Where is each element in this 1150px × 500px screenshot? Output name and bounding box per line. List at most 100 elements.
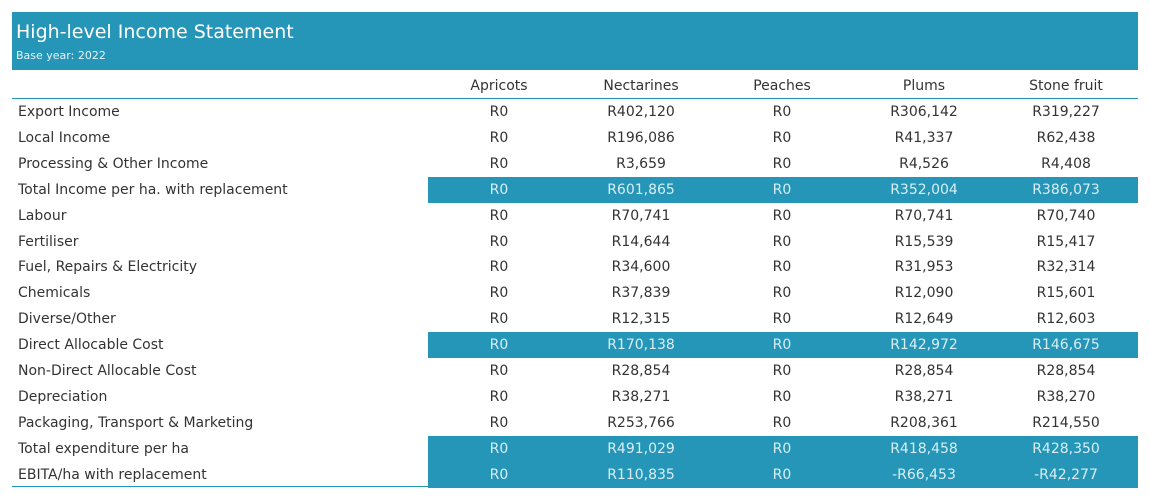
value-cell[interactable]: R4,408 xyxy=(1041,155,1091,172)
row-label: Total Income per ha. with replacement xyxy=(18,181,288,198)
value-cell[interactable]: R0 xyxy=(489,388,509,405)
value-cell[interactable]: R0 xyxy=(772,259,792,276)
column-header-stone-fruit[interactable]: Stone fruit xyxy=(1029,78,1103,94)
value-cell[interactable]: R70,741 xyxy=(894,207,954,224)
value-cell[interactable]: R0 xyxy=(772,440,792,457)
value-cell[interactable]: R28,854 xyxy=(611,363,671,379)
table-row[interactable]: Packaging, Transport & Marketing R0 R253,7… xyxy=(12,410,1138,436)
value-cell[interactable]: R253,766 xyxy=(607,414,675,431)
value-cell[interactable]: R0 xyxy=(772,233,792,250)
table-row[interactable]: Direct Allocable Cost R0 R170,138 R0 R142,97… xyxy=(12,332,1138,359)
value-cell[interactable]: R41,337 xyxy=(894,129,954,146)
value-cell[interactable]: R12,603 xyxy=(1036,311,1096,328)
value-cell[interactable]: -R66,453 xyxy=(892,466,956,483)
table-row[interactable]: Local Income R0 R196,086 R0 R41,337 R62,438 xyxy=(12,125,1138,151)
value-cell[interactable]: R0 xyxy=(489,337,509,354)
table-row[interactable]: Total Income per ha. with replacement R0 R… xyxy=(12,176,1138,203)
value-cell[interactable]: R0 xyxy=(772,207,792,224)
value-cell[interactable]: R601,865 xyxy=(607,181,675,198)
value-cell[interactable]: R0 xyxy=(489,155,509,172)
value-cell[interactable]: R38,271 xyxy=(894,388,954,405)
table-row[interactable]: Diverse/Other R0 R12,315 R0 R12,649 R12,603 xyxy=(12,306,1138,332)
value-cell[interactable]: R352,004 xyxy=(890,181,958,198)
value-cell[interactable]: R12,315 xyxy=(611,311,671,328)
column-header-plums[interactable]: Plums xyxy=(902,78,946,94)
value-cell[interactable]: R0 xyxy=(772,414,792,431)
title-banner: High-level Income Statement Base year: 2… xyxy=(12,12,1138,70)
value-cell[interactable]: R319,227 xyxy=(1032,104,1100,120)
row-label: Export Income xyxy=(18,104,120,120)
column-header-peaches[interactable]: Peaches xyxy=(753,78,811,94)
value-cell[interactable]: R0 xyxy=(489,181,509,198)
value-cell[interactable]: R34,600 xyxy=(611,259,671,276)
table-row[interactable]: Chemicals R0 R37,839 R0 R12,090 R15,601 xyxy=(12,280,1138,306)
value-cell[interactable]: R15,539 xyxy=(894,233,954,250)
value-cell[interactable]: R0 xyxy=(489,207,509,224)
value-cell[interactable]: R37,839 xyxy=(611,285,671,302)
value-cell[interactable]: R0 xyxy=(772,311,792,328)
value-cell[interactable]: R4,526 xyxy=(899,155,949,172)
value-cell[interactable]: R70,741 xyxy=(611,207,671,224)
table-row[interactable]: Export Income R0 R402,120 R0 R306,142 R319,22… xyxy=(12,99,1138,125)
value-cell[interactable]: R12,090 xyxy=(894,285,954,302)
value-cell[interactable]: R0 xyxy=(489,363,509,379)
value-cell[interactable]: R0 xyxy=(772,337,792,354)
value-cell[interactable]: R0 xyxy=(489,129,509,146)
table-row[interactable]: EBITA/ha with replacement R0 R110,835 R0 -R6… xyxy=(12,461,1138,488)
value-cell[interactable]: R12,649 xyxy=(894,311,954,328)
value-cell[interactable]: R28,854 xyxy=(894,363,954,379)
value-cell[interactable]: R31,953 xyxy=(894,259,954,276)
value-cell[interactable]: R142,972 xyxy=(890,337,958,354)
value-cell[interactable]: R14,644 xyxy=(611,233,671,250)
value-cell[interactable]: R386,073 xyxy=(1032,181,1100,198)
value-cell[interactable]: R0 xyxy=(489,311,509,328)
value-cell[interactable]: R0 xyxy=(489,414,509,431)
value-cell[interactable]: R0 xyxy=(772,388,792,405)
value-cell[interactable]: R0 xyxy=(489,259,509,276)
value-cell[interactable]: R428,350 xyxy=(1032,440,1100,457)
value-cell[interactable]: R0 xyxy=(772,466,792,483)
value-cell[interactable]: R0 xyxy=(489,104,509,120)
value-cell[interactable]: R32,314 xyxy=(1036,259,1096,276)
value-cell[interactable]: R196,086 xyxy=(607,129,675,146)
value-cell[interactable]: R306,142 xyxy=(890,104,958,120)
value-cell[interactable]: R146,675 xyxy=(1032,337,1100,354)
value-cell[interactable]: R0 xyxy=(772,285,792,302)
table-row[interactable]: Total expenditure per ha R0 R491,029 R0 R418… xyxy=(12,435,1138,462)
value-cell[interactable]: R0 xyxy=(489,285,509,302)
value-cell[interactable]: R0 xyxy=(772,129,792,146)
value-cell[interactable]: R15,417 xyxy=(1036,233,1096,250)
value-cell[interactable]: R0 xyxy=(772,155,792,172)
table-row[interactable]: Labour R0 R70,741 R0 R70,741 R70,740 xyxy=(12,203,1138,229)
table-row[interactable]: Fuel, Repairs & Electricity R0 R34,600 R0 R3… xyxy=(12,254,1138,280)
value-cell[interactable]: R402,120 xyxy=(607,104,675,120)
header-divider xyxy=(12,98,1138,99)
table-row[interactable]: Depreciation R0 R38,271 R0 R38,271 R38,270 xyxy=(12,384,1138,410)
value-cell[interactable]: R0 xyxy=(772,104,792,120)
value-cell[interactable]: R62,438 xyxy=(1036,129,1096,146)
value-cell[interactable]: R0 xyxy=(772,363,792,379)
value-cell[interactable]: R491,029 xyxy=(607,440,675,457)
value-cell[interactable]: R38,270 xyxy=(1036,388,1096,405)
row-label: EBITA/ha with replacement xyxy=(18,466,207,483)
value-cell[interactable]: R3,659 xyxy=(616,155,666,172)
value-cell[interactable]: R38,271 xyxy=(611,388,671,405)
value-cell[interactable]: R214,550 xyxy=(1032,414,1100,431)
value-cell[interactable]: R170,138 xyxy=(607,337,675,354)
value-cell[interactable]: R15,601 xyxy=(1036,285,1096,302)
column-header-apricots[interactable]: Apricots xyxy=(470,78,528,94)
value-cell[interactable]: R0 xyxy=(772,181,792,198)
value-cell[interactable]: -R42,277 xyxy=(1034,466,1098,483)
table-row[interactable]: Fertiliser R0 R14,644 R0 R15,539 R15,417 xyxy=(12,229,1138,255)
value-cell[interactable]: R418,458 xyxy=(890,440,958,457)
table-row[interactable]: Non-Direct Allocable Cost R0 R28,854 R0 R28,… xyxy=(12,358,1138,384)
value-cell[interactable]: R208,361 xyxy=(890,414,958,431)
value-cell[interactable]: R70,740 xyxy=(1036,207,1096,224)
value-cell[interactable]: R0 xyxy=(489,233,509,250)
value-cell[interactable]: R28,854 xyxy=(1036,363,1096,379)
table-row[interactable]: Processing & Other Income R0 R3,659 R0 R4,52… xyxy=(12,151,1138,177)
value-cell[interactable]: R0 xyxy=(489,466,509,483)
value-cell[interactable]: R110,835 xyxy=(607,466,675,483)
column-header-nectarines[interactable]: Nectarines xyxy=(603,78,679,94)
value-cell[interactable]: R0 xyxy=(489,440,509,457)
